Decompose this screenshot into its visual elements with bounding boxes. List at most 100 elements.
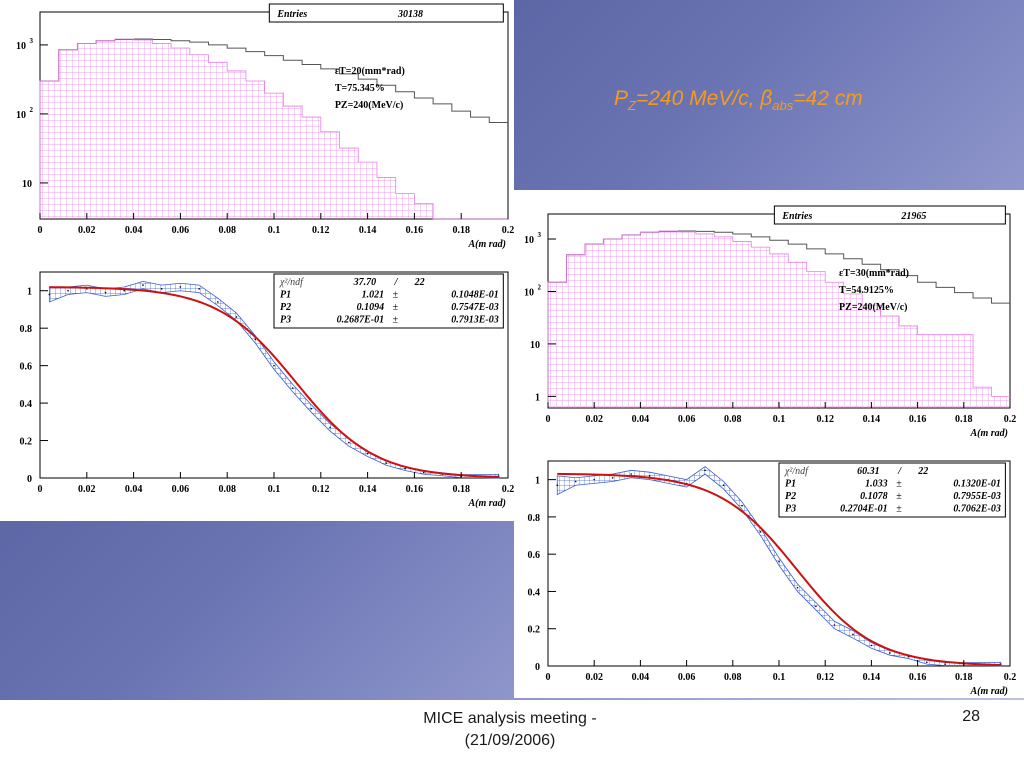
- title-mid: =240 MeV/c,: [635, 87, 761, 110]
- x-axis-label: A(m rad): [468, 498, 507, 509]
- data-point: [348, 441, 350, 444]
- title-beta-sub: abs: [772, 98, 794, 114]
- x-tick-label: 0.16: [406, 225, 424, 236]
- x-tick-label: 0.14: [359, 225, 377, 236]
- stats-box: [773, 205, 1006, 225]
- param-pm: ±: [393, 315, 399, 326]
- y-tick-label: 10: [530, 340, 540, 351]
- data-point: [944, 663, 947, 665]
- transmitted-bar: [96, 40, 115, 219]
- transmitted-outline: [547, 230, 1010, 408]
- x-axis-label: A(m rad): [970, 686, 1009, 697]
- x-tick-label: 0.18: [452, 484, 470, 495]
- data-point: [329, 426, 331, 429]
- param-label: P3: [785, 504, 796, 515]
- data-point: [704, 469, 706, 472]
- data-point: [217, 301, 219, 303]
- error-band: [48, 280, 500, 479]
- y-tick-label: 0.2: [20, 437, 33, 448]
- param-label: P3: [280, 315, 291, 326]
- transmitted-bar: [769, 253, 789, 408]
- data-point: [104, 291, 107, 294]
- param-label: P2: [785, 491, 796, 502]
- transmitted-bar: [245, 81, 265, 219]
- data-point: [179, 286, 182, 288]
- x-tick-label: 0.1: [773, 672, 786, 683]
- data-point: [833, 624, 836, 626]
- x-tick-label: 0.06: [678, 414, 696, 425]
- x-tick-label: 0: [546, 414, 551, 425]
- y-tick-label: 0: [535, 662, 540, 673]
- x-tick-label: 0.12: [312, 225, 330, 236]
- transmitted-bar: [936, 334, 955, 408]
- fit-curve: [557, 472, 1001, 666]
- y-tick-exponent: 3: [538, 231, 542, 239]
- x-tick-label: 0.1: [773, 414, 786, 425]
- param-label: P1: [785, 479, 796, 490]
- transmitted-bar: [77, 43, 97, 219]
- annotation-line: εT=30(mm*rad): [839, 268, 909, 279]
- chi2-label: χ²/ndf: [784, 466, 809, 477]
- x-tick-label: 0.16: [909, 672, 927, 683]
- y-tick-label: 0.8: [20, 324, 33, 335]
- x-tick-label: 0.1: [268, 484, 281, 495]
- stats-entries-value: 30138: [397, 9, 423, 20]
- param-pm: ±: [393, 302, 399, 313]
- param-value: 1.033: [865, 479, 888, 490]
- title-beta: β: [760, 87, 773, 110]
- param-error: 0.7955E-03: [953, 491, 1001, 502]
- y-tick-label: 10: [16, 41, 26, 52]
- data-point: [574, 480, 577, 483]
- x-tick-label: 0.2: [1004, 672, 1017, 683]
- data-point: [815, 605, 817, 608]
- transmitted-bar: [658, 231, 678, 408]
- data-point: [422, 471, 425, 474]
- x-tick-label: 0.18: [452, 225, 470, 236]
- param-value: 1.021: [362, 290, 385, 301]
- y-tick-label: 10: [16, 110, 26, 121]
- x-tick-label: 0.1: [268, 225, 281, 236]
- ratio-chart-30mm: 0 0.02 0.04 0.06 0.08 0.1 0.12 0.14 0.16 0.18 0.2 A…: [528, 460, 1017, 697]
- data-point: [741, 504, 743, 507]
- x-tick-label: 0.08: [218, 484, 236, 495]
- data-point: [385, 462, 388, 464]
- data-point: [648, 475, 651, 477]
- x-tick-label: 0.08: [218, 225, 236, 236]
- transmitted-bar: [58, 49, 78, 220]
- param-error: 0.1048E-01: [451, 290, 499, 301]
- transmitted-bar: [603, 239, 622, 408]
- transmitted-bar: [917, 334, 937, 408]
- transmitted-bar: [973, 387, 992, 408]
- x-tick-label: 0.06: [678, 672, 696, 683]
- data-point: [235, 316, 238, 318]
- x-tick-label: 0: [546, 672, 551, 683]
- annotation-line: T=75.345%: [335, 83, 385, 94]
- transmitted-outline: [39, 38, 508, 220]
- param-label: P1: [280, 290, 291, 301]
- data-point: [870, 644, 873, 647]
- data-point: [611, 476, 614, 479]
- footer-band: [0, 700, 1024, 768]
- stats-entries-label: Entries: [781, 211, 812, 222]
- footer-meeting-line1: MICE analysis meeting -: [423, 710, 597, 727]
- data-point: [254, 338, 257, 341]
- transmitted-bar: [376, 177, 396, 219]
- data-point: [123, 289, 126, 292]
- x-tick-label: 0.04: [632, 414, 650, 425]
- transmitted-bar: [189, 54, 209, 219]
- x-axis-label: A(m rad): [970, 428, 1009, 439]
- y-tick-label: 10: [524, 287, 534, 298]
- transmitted-bar: [714, 236, 733, 408]
- x-tick-label: 0.12: [816, 414, 834, 425]
- histogram-chart-30mm: 0 0.02 0.04 0.06 0.08 0.1 0.12 0.14 0.16 0.18 0.2 A…: [524, 205, 1016, 439]
- data-point: [796, 586, 799, 589]
- transmitted-bar: [695, 233, 715, 408]
- x-tick-label: 0.14: [359, 484, 377, 495]
- y-tick-label: 0.6: [20, 362, 33, 373]
- x-tick-label: 0.04: [632, 672, 650, 683]
- transmitted-bar: [208, 62, 228, 220]
- histogram-chart-20mm: 0 0.02 0.04 0.06 0.08 0.1 0.12 0.14 0.16 0.18 0.2 A…: [16, 3, 514, 250]
- transmitted-bar: [339, 148, 359, 219]
- param-pm: ±: [896, 479, 902, 490]
- chi2-value: 60.31: [857, 466, 880, 477]
